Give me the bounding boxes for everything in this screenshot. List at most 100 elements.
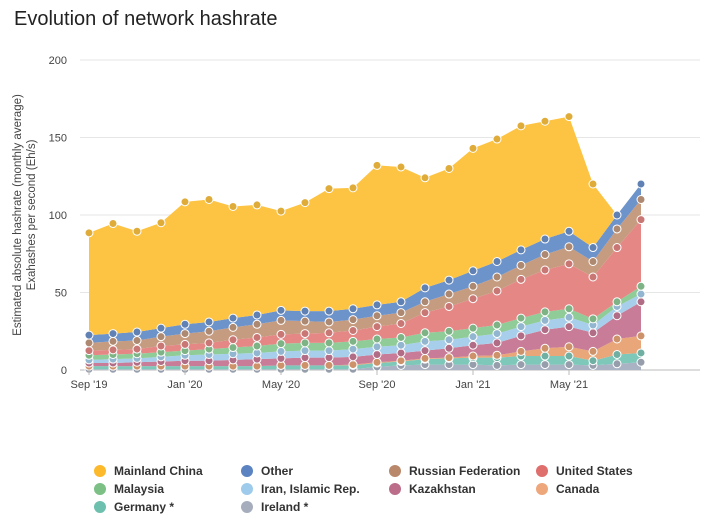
point-russian-federation[interactable] [372,311,382,321]
point-malaysia[interactable] [516,313,526,323]
legend-item-iran-islamic-rep[interactable]: Iran, Islamic Rep. [241,482,360,496]
point-mainland-china[interactable] [276,206,286,216]
point-russian-federation[interactable] [324,317,334,327]
point-other[interactable] [228,313,238,323]
point-other[interactable] [84,330,94,340]
point-kazakhstan[interactable] [612,311,622,321]
point-other[interactable] [636,179,646,189]
point-malaysia[interactable] [444,326,454,336]
point-canada[interactable] [396,356,406,366]
point-kazakhstan[interactable] [444,343,454,353]
point-other[interactable] [324,306,334,316]
point-iran-islamic-rep[interactable] [564,312,574,322]
point-russian-federation[interactable] [276,315,286,325]
point-mainland-china[interactable] [540,116,550,126]
point-malaysia[interactable] [228,343,238,353]
point-other[interactable] [372,300,382,310]
point-russian-federation[interactable] [492,272,502,282]
legend-item-germany[interactable]: Germany * [94,500,174,514]
point-united-states[interactable] [492,286,502,296]
point-mainland-china[interactable] [492,134,502,144]
point-iran-islamic-rep[interactable] [324,346,334,356]
legend-item-mainland-china[interactable]: Mainland China [94,464,203,478]
point-russian-federation[interactable] [84,338,94,348]
point-united-states[interactable] [588,272,598,282]
point-united-states[interactable] [348,325,358,335]
point-iran-islamic-rep[interactable] [420,336,430,346]
point-russian-federation[interactable] [444,289,454,299]
point-malaysia[interactable] [492,320,502,330]
point-mainland-china[interactable] [444,164,454,173]
point-canada[interactable] [588,346,598,356]
point-mainland-china[interactable] [156,218,166,228]
point-malaysia[interactable] [420,328,430,338]
point-kazakhstan[interactable] [348,352,358,362]
point-germany[interactable] [612,350,622,359]
point-canada[interactable] [348,360,358,370]
point-united-states[interactable] [156,341,166,351]
point-kazakhstan[interactable] [468,340,478,350]
point-united-states[interactable] [468,294,478,304]
point-other[interactable] [516,245,526,255]
point-germany[interactable] [636,348,646,358]
point-iran-islamic-rep[interactable] [396,340,406,350]
point-malaysia[interactable] [348,336,358,346]
point-other[interactable] [180,319,190,329]
point-other[interactable] [564,226,574,236]
point-united-states[interactable] [300,329,310,339]
point-iran-islamic-rep[interactable] [276,346,286,356]
point-kazakhstan[interactable] [564,322,574,332]
point-russian-federation[interactable] [588,257,598,266]
point-russian-federation[interactable] [396,308,406,318]
point-mainland-china[interactable] [420,173,430,183]
point-mainland-china[interactable] [252,200,262,210]
legend-item-russian-federation[interactable]: Russian Federation [389,464,520,478]
point-kazakhstan[interactable] [636,297,646,307]
point-other[interactable] [588,243,598,253]
point-mainland-china[interactable] [564,112,574,122]
point-germany[interactable] [588,356,598,366]
point-other[interactable] [612,210,622,220]
point-iran-islamic-rep[interactable] [492,329,502,339]
point-malaysia[interactable] [252,341,262,351]
point-iran-islamic-rep[interactable] [444,335,454,345]
point-germany[interactable] [564,351,574,361]
point-other[interactable] [132,327,142,337]
point-canada[interactable] [468,351,478,361]
point-malaysia[interactable] [324,338,334,348]
point-malaysia[interactable] [636,281,646,291]
point-other[interactable] [492,257,502,266]
point-united-states[interactable] [204,338,214,348]
point-united-states[interactable] [228,335,238,345]
point-russian-federation[interactable] [564,242,574,252]
point-other[interactable] [108,329,118,339]
legend-item-malaysia[interactable]: Malaysia [94,482,164,496]
point-mainland-china[interactable] [300,198,310,208]
point-other[interactable] [348,304,358,314]
point-ireland[interactable] [492,360,502,370]
point-kazakhstan[interactable] [420,346,430,356]
point-malaysia[interactable] [372,334,382,344]
point-iran-islamic-rep[interactable] [468,332,478,342]
point-russian-federation[interactable] [228,322,238,332]
point-malaysia[interactable] [468,323,478,333]
point-other[interactable] [276,305,286,315]
point-canada[interactable] [372,357,382,367]
point-malaysia[interactable] [300,338,310,348]
point-mainland-china[interactable] [228,201,238,211]
point-russian-federation[interactable] [108,336,118,346]
point-mainland-china[interactable] [180,197,190,207]
point-russian-federation[interactable] [180,329,190,339]
point-malaysia[interactable] [612,297,622,307]
point-russian-federation[interactable] [420,297,430,307]
point-russian-federation[interactable] [516,260,526,270]
point-kazakhstan[interactable] [372,350,382,359]
point-kazakhstan[interactable] [588,328,598,338]
point-canada[interactable] [516,346,526,356]
point-kazakhstan[interactable] [540,325,550,335]
point-russian-federation[interactable] [468,281,478,291]
point-russian-federation[interactable] [132,336,142,346]
point-other[interactable] [444,275,454,285]
point-canada[interactable] [420,353,430,363]
point-russian-federation[interactable] [204,326,214,336]
